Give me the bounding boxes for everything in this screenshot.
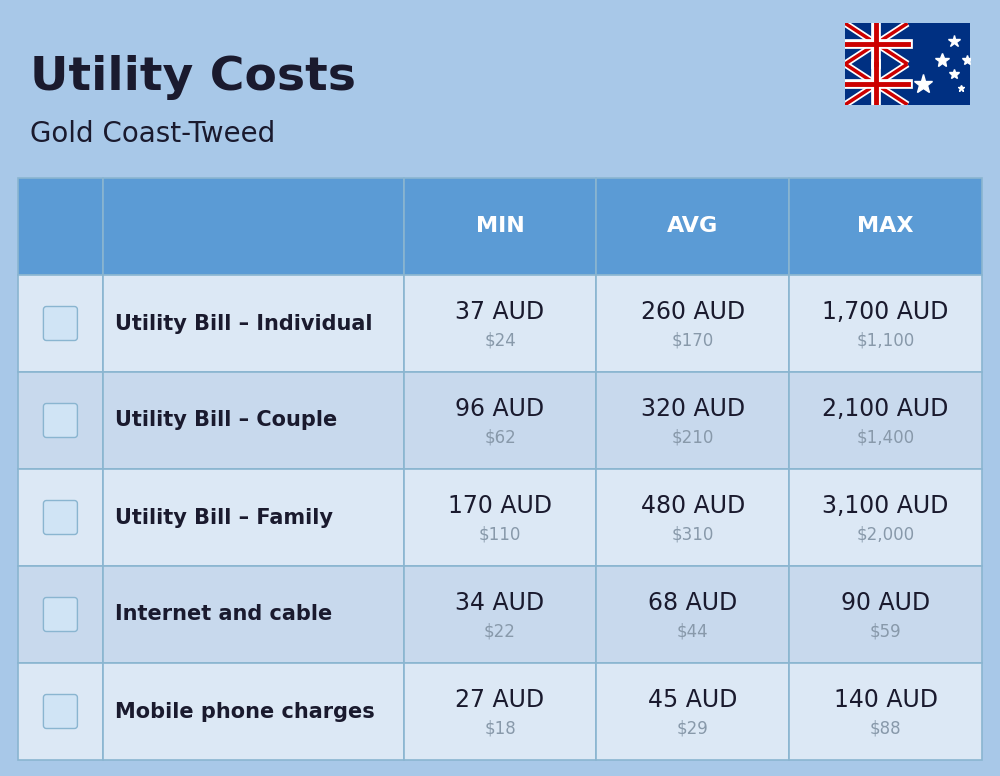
Text: 68 AUD: 68 AUD: [648, 591, 737, 615]
Text: 1,700 AUD: 1,700 AUD: [822, 300, 949, 324]
Text: 37 AUD: 37 AUD: [455, 300, 545, 324]
FancyBboxPatch shape: [43, 404, 77, 438]
Bar: [404, 663, 596, 760]
Bar: [596, 566, 789, 663]
FancyBboxPatch shape: [43, 307, 77, 341]
Bar: [789, 372, 982, 469]
Text: Utility Costs: Utility Costs: [30, 55, 356, 100]
Bar: [789, 275, 982, 372]
Text: $310: $310: [672, 526, 714, 544]
FancyBboxPatch shape: [43, 598, 77, 632]
Text: $210: $210: [672, 429, 714, 447]
Text: 480 AUD: 480 AUD: [641, 494, 745, 518]
Bar: [18, 469, 103, 566]
Text: 34 AUD: 34 AUD: [455, 591, 545, 615]
Text: $1,400: $1,400: [857, 429, 915, 447]
Bar: [596, 372, 789, 469]
Text: $62: $62: [484, 429, 516, 447]
Bar: [404, 372, 596, 469]
Text: $44: $44: [677, 623, 709, 641]
Text: Internet and cable: Internet and cable: [115, 605, 332, 625]
Text: 2,100 AUD: 2,100 AUD: [822, 397, 949, 421]
Bar: [18, 372, 103, 469]
FancyBboxPatch shape: [43, 695, 77, 729]
Text: MIN: MIN: [476, 217, 524, 237]
Text: $110: $110: [479, 526, 521, 544]
Text: 170 AUD: 170 AUD: [448, 494, 552, 518]
Text: 260 AUD: 260 AUD: [641, 300, 745, 324]
Bar: [103, 178, 404, 275]
Text: 27 AUD: 27 AUD: [455, 688, 545, 712]
Bar: [596, 663, 789, 760]
Bar: [596, 275, 789, 372]
Text: 3,100 AUD: 3,100 AUD: [822, 494, 949, 518]
Bar: [596, 469, 789, 566]
Bar: [789, 566, 982, 663]
Bar: [596, 178, 789, 275]
Bar: [18, 663, 103, 760]
Text: Utility Bill – Family: Utility Bill – Family: [115, 508, 333, 528]
Bar: [404, 566, 596, 663]
Bar: [103, 566, 404, 663]
Bar: [404, 275, 596, 372]
Text: $24: $24: [484, 332, 516, 350]
Text: Gold Coast-Tweed: Gold Coast-Tweed: [30, 120, 275, 148]
Text: Mobile phone charges: Mobile phone charges: [115, 702, 375, 722]
Text: Utility Bill – Individual: Utility Bill – Individual: [115, 314, 372, 334]
Bar: [103, 469, 404, 566]
Text: Utility Bill – Couple: Utility Bill – Couple: [115, 411, 337, 431]
Text: MAX: MAX: [857, 217, 914, 237]
Bar: [103, 663, 404, 760]
Bar: [103, 275, 404, 372]
Bar: [789, 663, 982, 760]
Text: 45 AUD: 45 AUD: [648, 688, 737, 712]
Bar: [18, 566, 103, 663]
Bar: [789, 469, 982, 566]
Bar: [18, 178, 103, 275]
Bar: [404, 178, 596, 275]
Bar: [18, 275, 103, 372]
Text: 320 AUD: 320 AUD: [641, 397, 745, 421]
Text: $88: $88: [870, 720, 901, 738]
Bar: [789, 178, 982, 275]
Text: 90 AUD: 90 AUD: [841, 591, 930, 615]
Bar: [404, 469, 596, 566]
Text: $2,000: $2,000: [857, 526, 915, 544]
Text: $29: $29: [677, 720, 709, 738]
Text: $1,100: $1,100: [856, 332, 915, 350]
Bar: [103, 372, 404, 469]
Text: 96 AUD: 96 AUD: [455, 397, 545, 421]
Text: AVG: AVG: [667, 217, 718, 237]
Text: $59: $59: [870, 623, 901, 641]
Text: $170: $170: [672, 332, 714, 350]
Text: 140 AUD: 140 AUD: [834, 688, 938, 712]
Text: $22: $22: [484, 623, 516, 641]
Text: $18: $18: [484, 720, 516, 738]
FancyBboxPatch shape: [43, 501, 77, 535]
